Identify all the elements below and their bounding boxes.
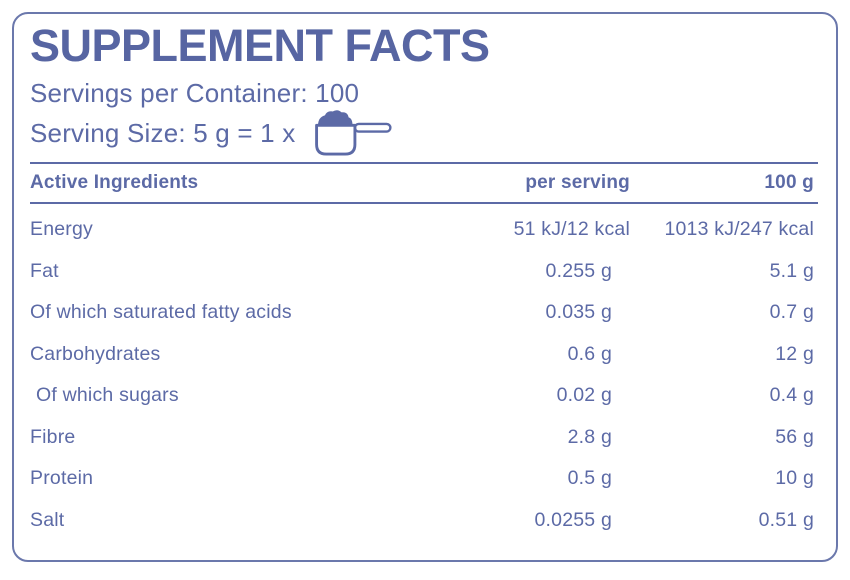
per-100g-value: 12 g xyxy=(775,342,814,365)
per-serving-value: 0.6 g xyxy=(567,342,612,365)
per-serving-value: 0.5 g xyxy=(567,467,612,490)
serving-size-row: Serving Size: 5 g = 1 x xyxy=(30,110,818,156)
table-header-row: Active Ingredients per serving 100 g xyxy=(30,162,818,204)
ingredient-name: Salt xyxy=(30,508,65,531)
ingredient-name: Of which sugars xyxy=(36,384,179,407)
per-serving-value: 0.255 g xyxy=(545,259,612,282)
ingredient-name: Of which saturated fatty acids xyxy=(30,301,292,324)
table-row: Energy 51 kJ/12 kcal 1013 kJ/247 kcal xyxy=(30,209,818,251)
header-per-serving: per serving xyxy=(525,172,630,193)
table-row: Of which saturated fatty acids 0.035 g 0… xyxy=(30,292,818,334)
servings-per-container: Servings per Container: 100 xyxy=(30,78,360,108)
header-per-100g: 100 g xyxy=(764,172,814,193)
per-100g-value: 1013 kJ/247 kcal xyxy=(664,218,814,241)
per-serving-value: 0.0255 g xyxy=(534,508,612,531)
per-100g-value: 5.1 g xyxy=(769,259,814,282)
header-ingredient: Active Ingredients xyxy=(30,172,199,193)
table-body: Energy 51 kJ/12 kcal 1013 kJ/247 kcal Fa… xyxy=(30,204,818,541)
per-100g-value: 56 g xyxy=(775,425,814,448)
per-serving-value: 0.02 g xyxy=(556,384,612,407)
table-row: Carbohydrates 0.6 g 12 g xyxy=(30,334,818,376)
per-serving-value: 2.8 g xyxy=(567,425,612,448)
per-100g-value: 0.4 g xyxy=(769,384,814,407)
per-100g-value: 10 g xyxy=(775,467,814,490)
per-serving-value: 0.035 g xyxy=(545,301,612,324)
per-100g-value: 0.7 g xyxy=(769,301,814,324)
ingredient-name: Fat xyxy=(30,259,59,282)
table-row: Fibre 2.8 g 56 g xyxy=(30,417,818,459)
ingredient-name: Carbohydrates xyxy=(30,342,161,365)
table-row: Fat 0.255 g 5.1 g xyxy=(30,251,818,293)
page-title: SUPPLEMENT FACTS xyxy=(30,20,490,71)
ingredient-name: Fibre xyxy=(30,425,76,448)
table-row: Protein 0.5 g 10 g xyxy=(30,458,818,500)
serving-size-text: Serving Size: 5 g = 1 x xyxy=(30,118,296,148)
ingredient-name: Energy xyxy=(30,218,93,241)
supplement-facts-panel: SUPPLEMENT FACTS Servings per Container:… xyxy=(12,12,838,562)
scoop-icon xyxy=(315,110,393,156)
per-100g-value: 0.51 g xyxy=(758,508,814,531)
ingredient-name: Protein xyxy=(30,467,94,490)
table-row: Of which sugars 0.02 g 0.4 g xyxy=(30,375,818,417)
table-row: Salt 0.0255 g 0.51 g xyxy=(30,500,818,542)
per-serving-value: 51 kJ/12 kcal xyxy=(513,218,630,241)
